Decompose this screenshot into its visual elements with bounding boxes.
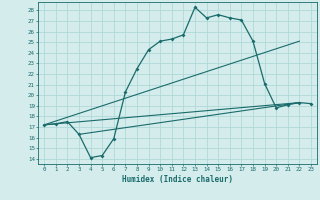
X-axis label: Humidex (Indice chaleur): Humidex (Indice chaleur) xyxy=(122,175,233,184)
